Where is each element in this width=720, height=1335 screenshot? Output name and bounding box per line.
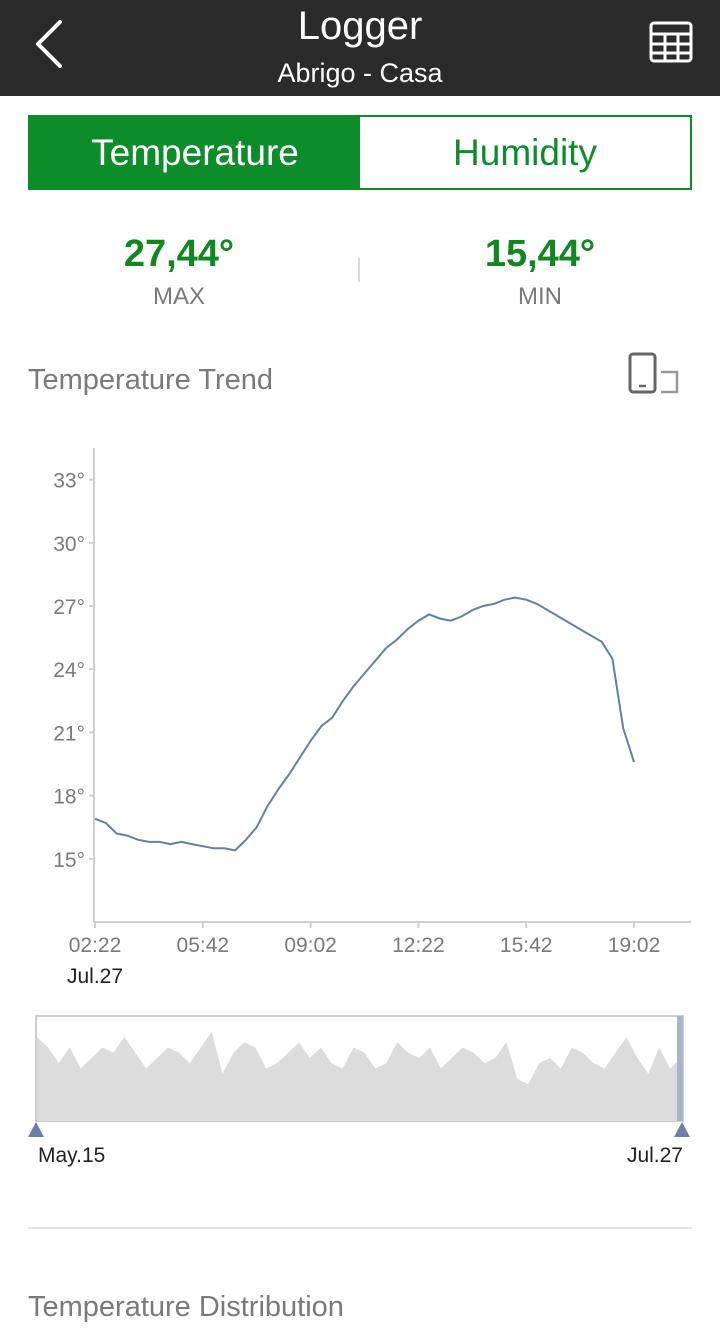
min-stat: 15,44° MIN <box>390 232 690 312</box>
x-tick-label: 05:42 <box>177 934 230 957</box>
section-divider <box>28 1227 692 1229</box>
brush-right-edge <box>677 1016 683 1121</box>
temperature-trend-chart[interactable]: 33° 30° 27° 24° 21° 18° 15° 02:22 05:42 09:02 12:… <box>0 430 720 1000</box>
y-tick-label: 24° <box>53 659 85 682</box>
y-tick-label: 18° <box>53 786 85 809</box>
distribution-title: Temperature Distribution <box>28 1291 344 1323</box>
x-tick-label: 15:42 <box>500 934 553 957</box>
brush-end-handle[interactable] <box>674 1122 690 1137</box>
x-start-date: Jul.27 <box>67 965 123 988</box>
min-value: 15,44° <box>484 233 596 275</box>
page-title: Logger <box>297 4 423 48</box>
x-tick-label: 09:02 <box>284 934 337 957</box>
y-tick-label: 21° <box>53 722 85 745</box>
max-value: 27,44° <box>123 233 235 275</box>
tab-humidity[interactable]: Humidity <box>360 117 690 188</box>
min-label: MIN <box>518 283 562 310</box>
x-tick-label: 12:22 <box>392 934 445 957</box>
brush-end-label: Jul.27 <box>627 1144 683 1167</box>
max-label: MAX <box>152 283 205 310</box>
brush-start-handle[interactable] <box>28 1122 44 1137</box>
x-tick-label: 02:22 <box>69 934 122 957</box>
max-stat: 27,44° MAX <box>29 232 329 312</box>
metric-tabs: Temperature Humidity <box>28 115 692 190</box>
y-tick-label: 15° <box>53 849 85 872</box>
y-tick-label: 33° <box>53 470 85 493</box>
temperature-series-line <box>94 596 635 852</box>
x-tick-label: 19:02 <box>608 934 661 957</box>
tab-temperature[interactable]: Temperature <box>30 117 360 188</box>
overview-area <box>37 1031 681 1121</box>
rotate-screen-icon[interactable] <box>623 350 683 400</box>
y-tick-label: 27° <box>53 596 85 619</box>
brush-start-label: May.15 <box>38 1144 105 1167</box>
stat-divider <box>358 258 360 282</box>
top-app-bar: Logger Abrigo - Casa <box>0 0 720 96</box>
trend-title: Temperature Trend <box>28 364 274 396</box>
table-grid-icon[interactable] <box>643 16 699 72</box>
page-subtitle: Abrigo - Casa <box>277 58 443 88</box>
chevron-left-icon[interactable] <box>20 14 80 74</box>
y-tick-label: 30° <box>53 533 85 556</box>
date-range-brush[interactable]: May.15 Jul.27 <box>0 1010 720 1180</box>
